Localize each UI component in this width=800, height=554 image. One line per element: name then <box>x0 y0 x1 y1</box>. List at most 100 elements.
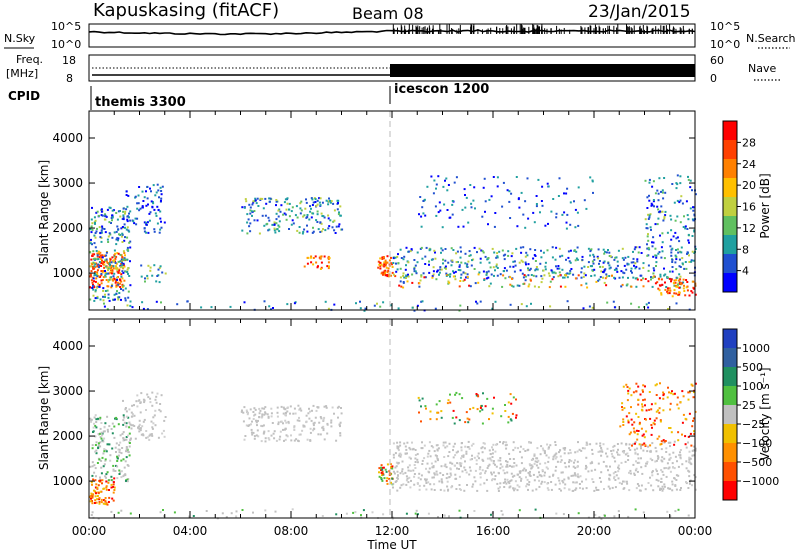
velocity-cell <box>136 405 139 408</box>
power-cell <box>446 189 449 192</box>
velocity-cell <box>380 466 382 469</box>
power-cell <box>454 270 457 273</box>
power-cell <box>569 201 572 204</box>
velocity-cell <box>687 391 690 394</box>
power-cell <box>481 215 484 218</box>
velocity-cell <box>546 467 549 470</box>
power-cell <box>675 268 678 271</box>
power-cell <box>458 285 461 288</box>
velocity-cell <box>491 446 493 449</box>
velocity-cell <box>267 415 270 418</box>
velocity-cell <box>130 411 133 414</box>
power-cell <box>564 274 566 276</box>
power-cell <box>463 188 466 191</box>
velocity-cell <box>112 499 115 502</box>
velocity-cell <box>499 463 502 466</box>
power-cell <box>498 250 501 253</box>
power-cell <box>402 274 405 277</box>
power-cell <box>121 256 124 259</box>
power-cell <box>513 270 516 273</box>
power-cell <box>140 275 143 278</box>
velocity-cell <box>455 451 458 454</box>
power-cell <box>424 255 427 258</box>
power-cell <box>146 308 149 311</box>
velocity-cell <box>495 443 498 446</box>
power-cell <box>115 262 118 265</box>
velocity-cell <box>102 502 105 505</box>
velocity-cell <box>568 488 571 491</box>
velocity-cell <box>264 437 267 440</box>
power-cell <box>93 299 96 302</box>
velocity-cell <box>632 463 635 466</box>
power-ytick-label: 4000 <box>52 131 83 145</box>
velocity-cell <box>557 477 560 480</box>
velocity-cell <box>625 480 628 483</box>
velocity-cell <box>600 471 603 474</box>
velocity-cell <box>418 411 420 414</box>
power-cell <box>116 290 118 293</box>
velocity-cell <box>449 401 452 404</box>
velocity-cell <box>311 409 313 412</box>
velocity-cell <box>147 396 150 399</box>
velocity-cell <box>639 445 642 448</box>
velocity-cell <box>407 466 410 469</box>
power-cell <box>99 258 102 260</box>
velocity-cell <box>538 471 540 474</box>
power-cell <box>300 209 303 212</box>
velocity-cell <box>669 427 672 429</box>
velocity-cell <box>431 476 434 479</box>
velocity-cell <box>528 473 531 476</box>
velocity-cell <box>248 417 251 420</box>
power-cell <box>326 265 329 268</box>
power-cell <box>122 258 125 261</box>
velocity-cell <box>492 471 495 474</box>
power-cell <box>384 274 387 277</box>
power-cell <box>673 201 676 204</box>
power-cell <box>585 282 588 285</box>
velocity-cell <box>608 477 611 480</box>
velocity-cell <box>94 450 97 453</box>
power-cell <box>126 258 129 261</box>
velocity-cell <box>568 461 570 464</box>
velocity-cell <box>392 482 395 485</box>
velocity-cell <box>530 464 533 467</box>
velocity-cell <box>655 417 658 420</box>
velocity-cell <box>662 439 665 442</box>
power-cell <box>364 307 367 310</box>
velocity-cell <box>314 416 317 419</box>
power-cell <box>527 269 530 272</box>
velocity-cell <box>381 468 384 471</box>
power-cell <box>90 225 93 228</box>
power-cell <box>647 213 650 216</box>
velocity-cell <box>656 455 659 458</box>
power-cell <box>670 218 673 221</box>
power-cell <box>143 227 146 230</box>
velocity-cell <box>644 488 647 491</box>
power-cell <box>416 261 419 264</box>
power-cell <box>495 256 498 259</box>
power-cell <box>93 265 96 268</box>
velocity-cell <box>563 448 566 451</box>
velocity-cell <box>431 466 434 469</box>
power-cell <box>633 248 636 251</box>
power-cell <box>97 258 100 261</box>
power-cell <box>388 273 391 276</box>
power-cell <box>105 251 108 254</box>
power-cell <box>692 287 695 290</box>
velocity-cell <box>436 448 439 451</box>
velocity-cell <box>405 512 408 515</box>
power-cell <box>402 258 405 261</box>
power-cell <box>286 303 289 306</box>
velocity-cell <box>663 485 666 488</box>
velocity-cell <box>109 459 112 462</box>
velocity-cell <box>94 499 97 502</box>
velocity-cell <box>330 425 333 428</box>
velocity-cell <box>519 470 522 473</box>
power-cell <box>638 246 641 249</box>
velocity-cell <box>505 460 507 463</box>
power-cell <box>648 178 651 181</box>
colorbar-segment <box>723 386 737 406</box>
velocity-cell <box>256 429 259 432</box>
power-cell <box>123 265 126 268</box>
